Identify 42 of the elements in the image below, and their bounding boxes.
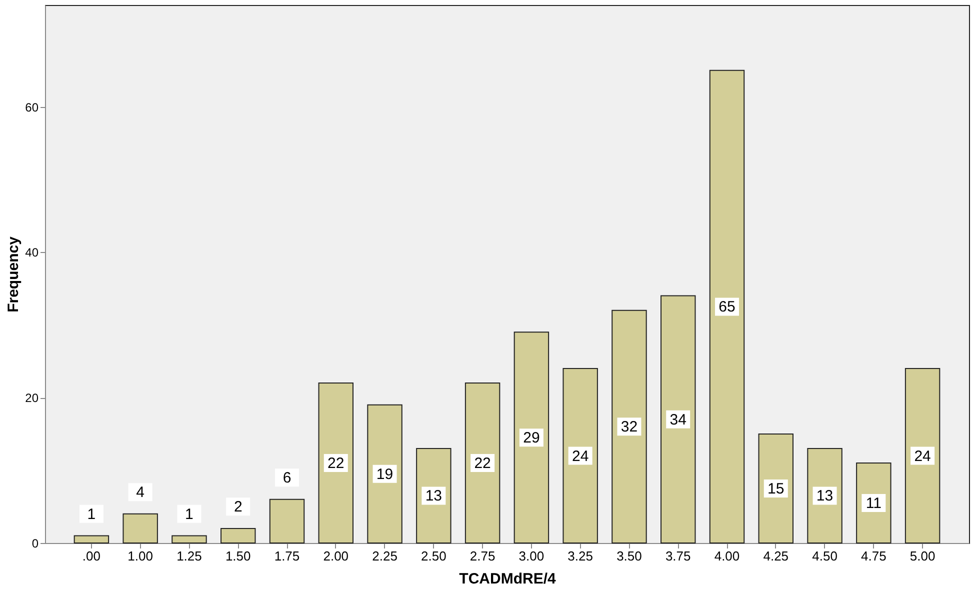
x-tick-label: 1.25 <box>176 548 202 564</box>
x-tick-label: 2.50 <box>421 548 446 564</box>
data-label: 24 <box>572 448 589 465</box>
data-label: 22 <box>474 455 491 472</box>
data-label: 24 <box>914 448 931 465</box>
data-label: 22 <box>328 455 344 472</box>
data-label: 2 <box>234 498 242 516</box>
data-label: 29 <box>523 430 540 447</box>
x-tick-label: 3.25 <box>568 548 593 564</box>
x-tick-label: 2.00 <box>323 548 349 564</box>
x-tick-label: 1.00 <box>128 548 153 564</box>
x-tick-label: 3.75 <box>665 548 691 564</box>
x-tick-label: 4.50 <box>812 548 838 564</box>
x-tick-label: 1.75 <box>274 548 300 564</box>
data-label: 4 <box>136 484 145 502</box>
y-tick-label: 0 <box>32 536 39 550</box>
data-label: 13 <box>425 488 442 505</box>
x-axis-title: TCADMdRE/4 <box>459 570 556 588</box>
x-tick-label: 4.00 <box>714 548 740 564</box>
data-label: 65 <box>718 298 736 316</box>
data-label: 6 <box>282 470 292 487</box>
y-axis-title: Frequency <box>5 236 22 312</box>
x-tick-label: 1.50 <box>225 548 251 564</box>
data-label: 32 <box>620 418 638 436</box>
data-label: 13 <box>816 488 834 505</box>
x-tick-label: 2.25 <box>372 548 398 564</box>
y-tick-label: 40 <box>25 246 39 260</box>
data-label: 11 <box>866 495 882 512</box>
data-label: 19 <box>376 466 394 483</box>
data-label: 1 <box>87 506 96 523</box>
x-tick-label: 4.75 <box>861 548 886 564</box>
y-tick-label: 60 <box>25 100 39 114</box>
data-label: 1 <box>185 506 194 523</box>
y-tick-label: 20 <box>25 391 39 406</box>
x-tick-label: .00 <box>82 548 100 564</box>
x-tick-label: 2.75 <box>470 548 496 564</box>
data-label: 34 <box>670 411 686 428</box>
data-label: 15 <box>768 480 784 498</box>
x-tick-label: 3.50 <box>616 548 642 564</box>
x-tick-label: 4.25 <box>763 548 789 564</box>
x-tick-label: 3.00 <box>518 548 544 564</box>
x-tick-label: 5.00 <box>910 548 936 564</box>
